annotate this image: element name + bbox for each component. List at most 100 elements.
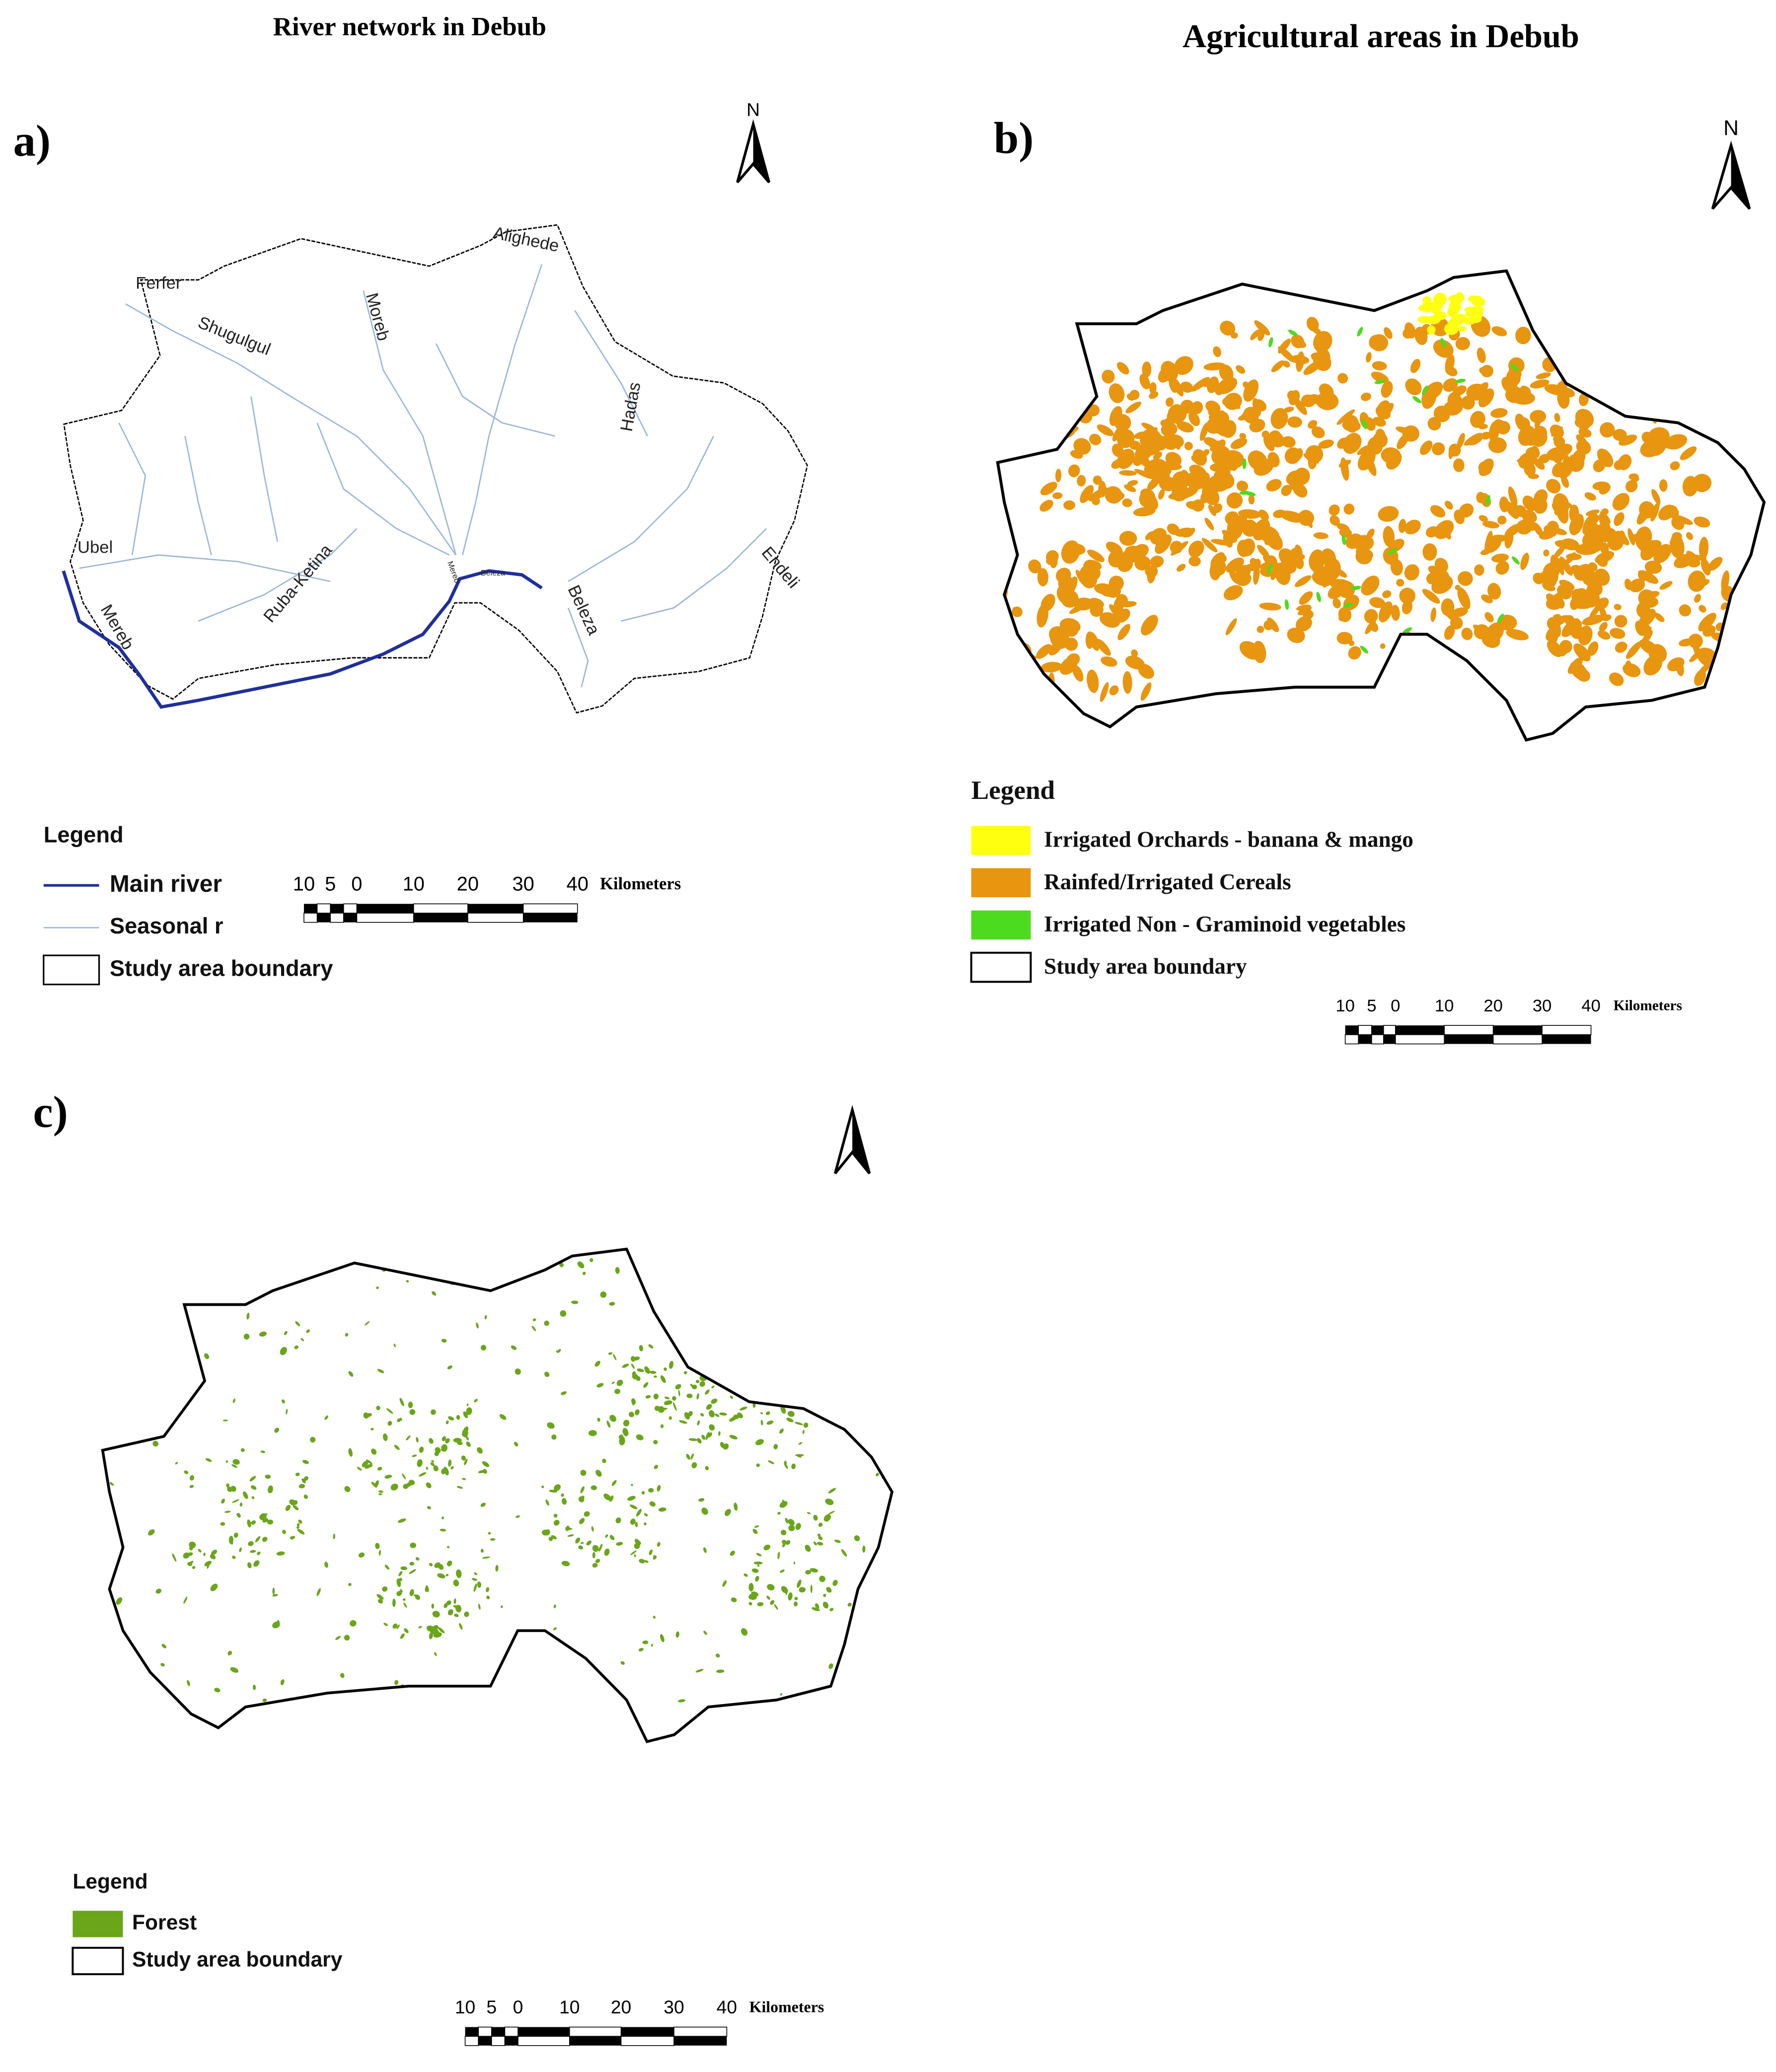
forest-patch <box>386 1408 393 1414</box>
forest-patch <box>345 1333 349 1337</box>
forest-patch <box>834 1539 841 1543</box>
forest-patch <box>486 1595 490 1599</box>
cereal-patch <box>1158 489 1165 500</box>
forest-patch <box>225 1460 228 1463</box>
cereal-patch <box>1210 558 1226 575</box>
forest-patch <box>108 1704 114 1711</box>
forest-patch <box>790 1378 797 1383</box>
main-river <box>62 569 543 709</box>
forest-patch <box>847 1602 852 1607</box>
cereal-patch <box>1053 427 1060 433</box>
legend-label: Study area boundary <box>1044 954 1247 979</box>
cereal-patch <box>973 582 984 603</box>
forest-patch <box>148 1529 155 1536</box>
cereal-patch <box>1654 444 1666 456</box>
forest-patch <box>781 1325 784 1335</box>
cereal-patch <box>1068 549 1077 563</box>
forest-patch <box>222 1420 228 1422</box>
cereal-patch <box>1619 434 1637 446</box>
forest-patch <box>378 1490 383 1493</box>
forest-patch <box>590 1258 593 1262</box>
forest-patch <box>719 1412 727 1416</box>
cereal-patch <box>1470 411 1485 428</box>
forest-patch <box>233 1532 238 1538</box>
forest-patch <box>303 1476 308 1481</box>
cereal-patch <box>1458 571 1473 586</box>
cereal-patch <box>1165 397 1174 407</box>
cereal-patch <box>1329 504 1340 516</box>
forest-patch <box>774 1383 778 1390</box>
cereal-patch <box>1422 543 1437 561</box>
forest-patch <box>561 1561 570 1567</box>
river <box>567 607 589 688</box>
forest-patch <box>584 1512 590 1517</box>
cereal-patch <box>1338 607 1352 623</box>
forest-patch <box>419 1472 427 1477</box>
forest-patch <box>403 1484 409 1489</box>
cereal-patch <box>1626 641 1642 659</box>
forest-patch <box>539 1671 548 1675</box>
forest-patch <box>268 1485 273 1494</box>
cereal-patch <box>1443 378 1458 392</box>
forest-patch <box>653 1393 659 1400</box>
forest-patch <box>603 1494 611 1500</box>
cereal-patch <box>1295 616 1312 632</box>
cereal-patch <box>1533 458 1545 470</box>
scale-bar <box>316 903 331 914</box>
cereal-patch <box>1312 572 1332 586</box>
forest-patch <box>698 1498 705 1502</box>
scale-label: 0 <box>513 1997 523 2017</box>
forest-patch <box>366 1459 372 1465</box>
forest-patch <box>461 1433 465 1436</box>
cereal-patch <box>1443 527 1451 540</box>
forest-patch <box>757 1255 763 1259</box>
cereal-patch <box>1609 672 1624 686</box>
river-label: Beleza <box>564 582 603 639</box>
cereal-patch <box>1694 516 1710 528</box>
forest-patch <box>175 1462 178 1465</box>
forest-patch <box>418 1626 422 1629</box>
forest-patch <box>792 1337 798 1342</box>
forest-patch <box>251 1496 255 1500</box>
forest-patch <box>182 1268 186 1271</box>
forest-patch <box>777 1551 780 1560</box>
forest-patch <box>473 1583 477 1592</box>
forest-patch <box>437 1573 445 1578</box>
forest-patch <box>851 1708 855 1713</box>
forest-patch <box>118 1263 121 1269</box>
river <box>316 423 450 556</box>
forest-patch <box>787 1411 795 1417</box>
cereal-patch <box>1430 607 1436 622</box>
forest-patch <box>583 1710 592 1713</box>
scale-bar <box>518 2027 570 2037</box>
forest-patch <box>561 1493 564 1497</box>
cereal-patch <box>1055 382 1070 394</box>
forest-patch <box>438 1627 445 1634</box>
cereal-patch <box>1090 603 1104 617</box>
forest-patch <box>294 1345 299 1350</box>
cereal-patch <box>997 557 1005 576</box>
cereal-patch <box>1126 393 1135 401</box>
cereal-patch <box>1383 526 1395 547</box>
cereal-patch <box>1168 404 1183 422</box>
forest-patch <box>634 1539 641 1546</box>
forest-patch <box>365 1321 370 1326</box>
forest-patch <box>540 1715 544 1719</box>
cereal-patch <box>961 685 969 693</box>
forest-patch <box>703 1547 707 1553</box>
legend-title: Legend <box>44 822 124 848</box>
forest-patch <box>657 1485 661 1492</box>
forest-patch <box>499 1414 507 1420</box>
vegetable-patch <box>1284 599 1289 610</box>
cereal-patch <box>1068 629 1078 637</box>
cereal-patch <box>1199 422 1209 441</box>
forest-patch <box>446 1546 450 1549</box>
legend-label: Main river <box>110 871 222 897</box>
forest-patch <box>116 1597 123 1605</box>
forest-patch <box>782 1543 786 1548</box>
forest-patch <box>552 1257 555 1262</box>
cereal-patch <box>1142 361 1152 378</box>
cereal-patch <box>1551 527 1567 535</box>
forest-patch <box>362 1461 369 1467</box>
